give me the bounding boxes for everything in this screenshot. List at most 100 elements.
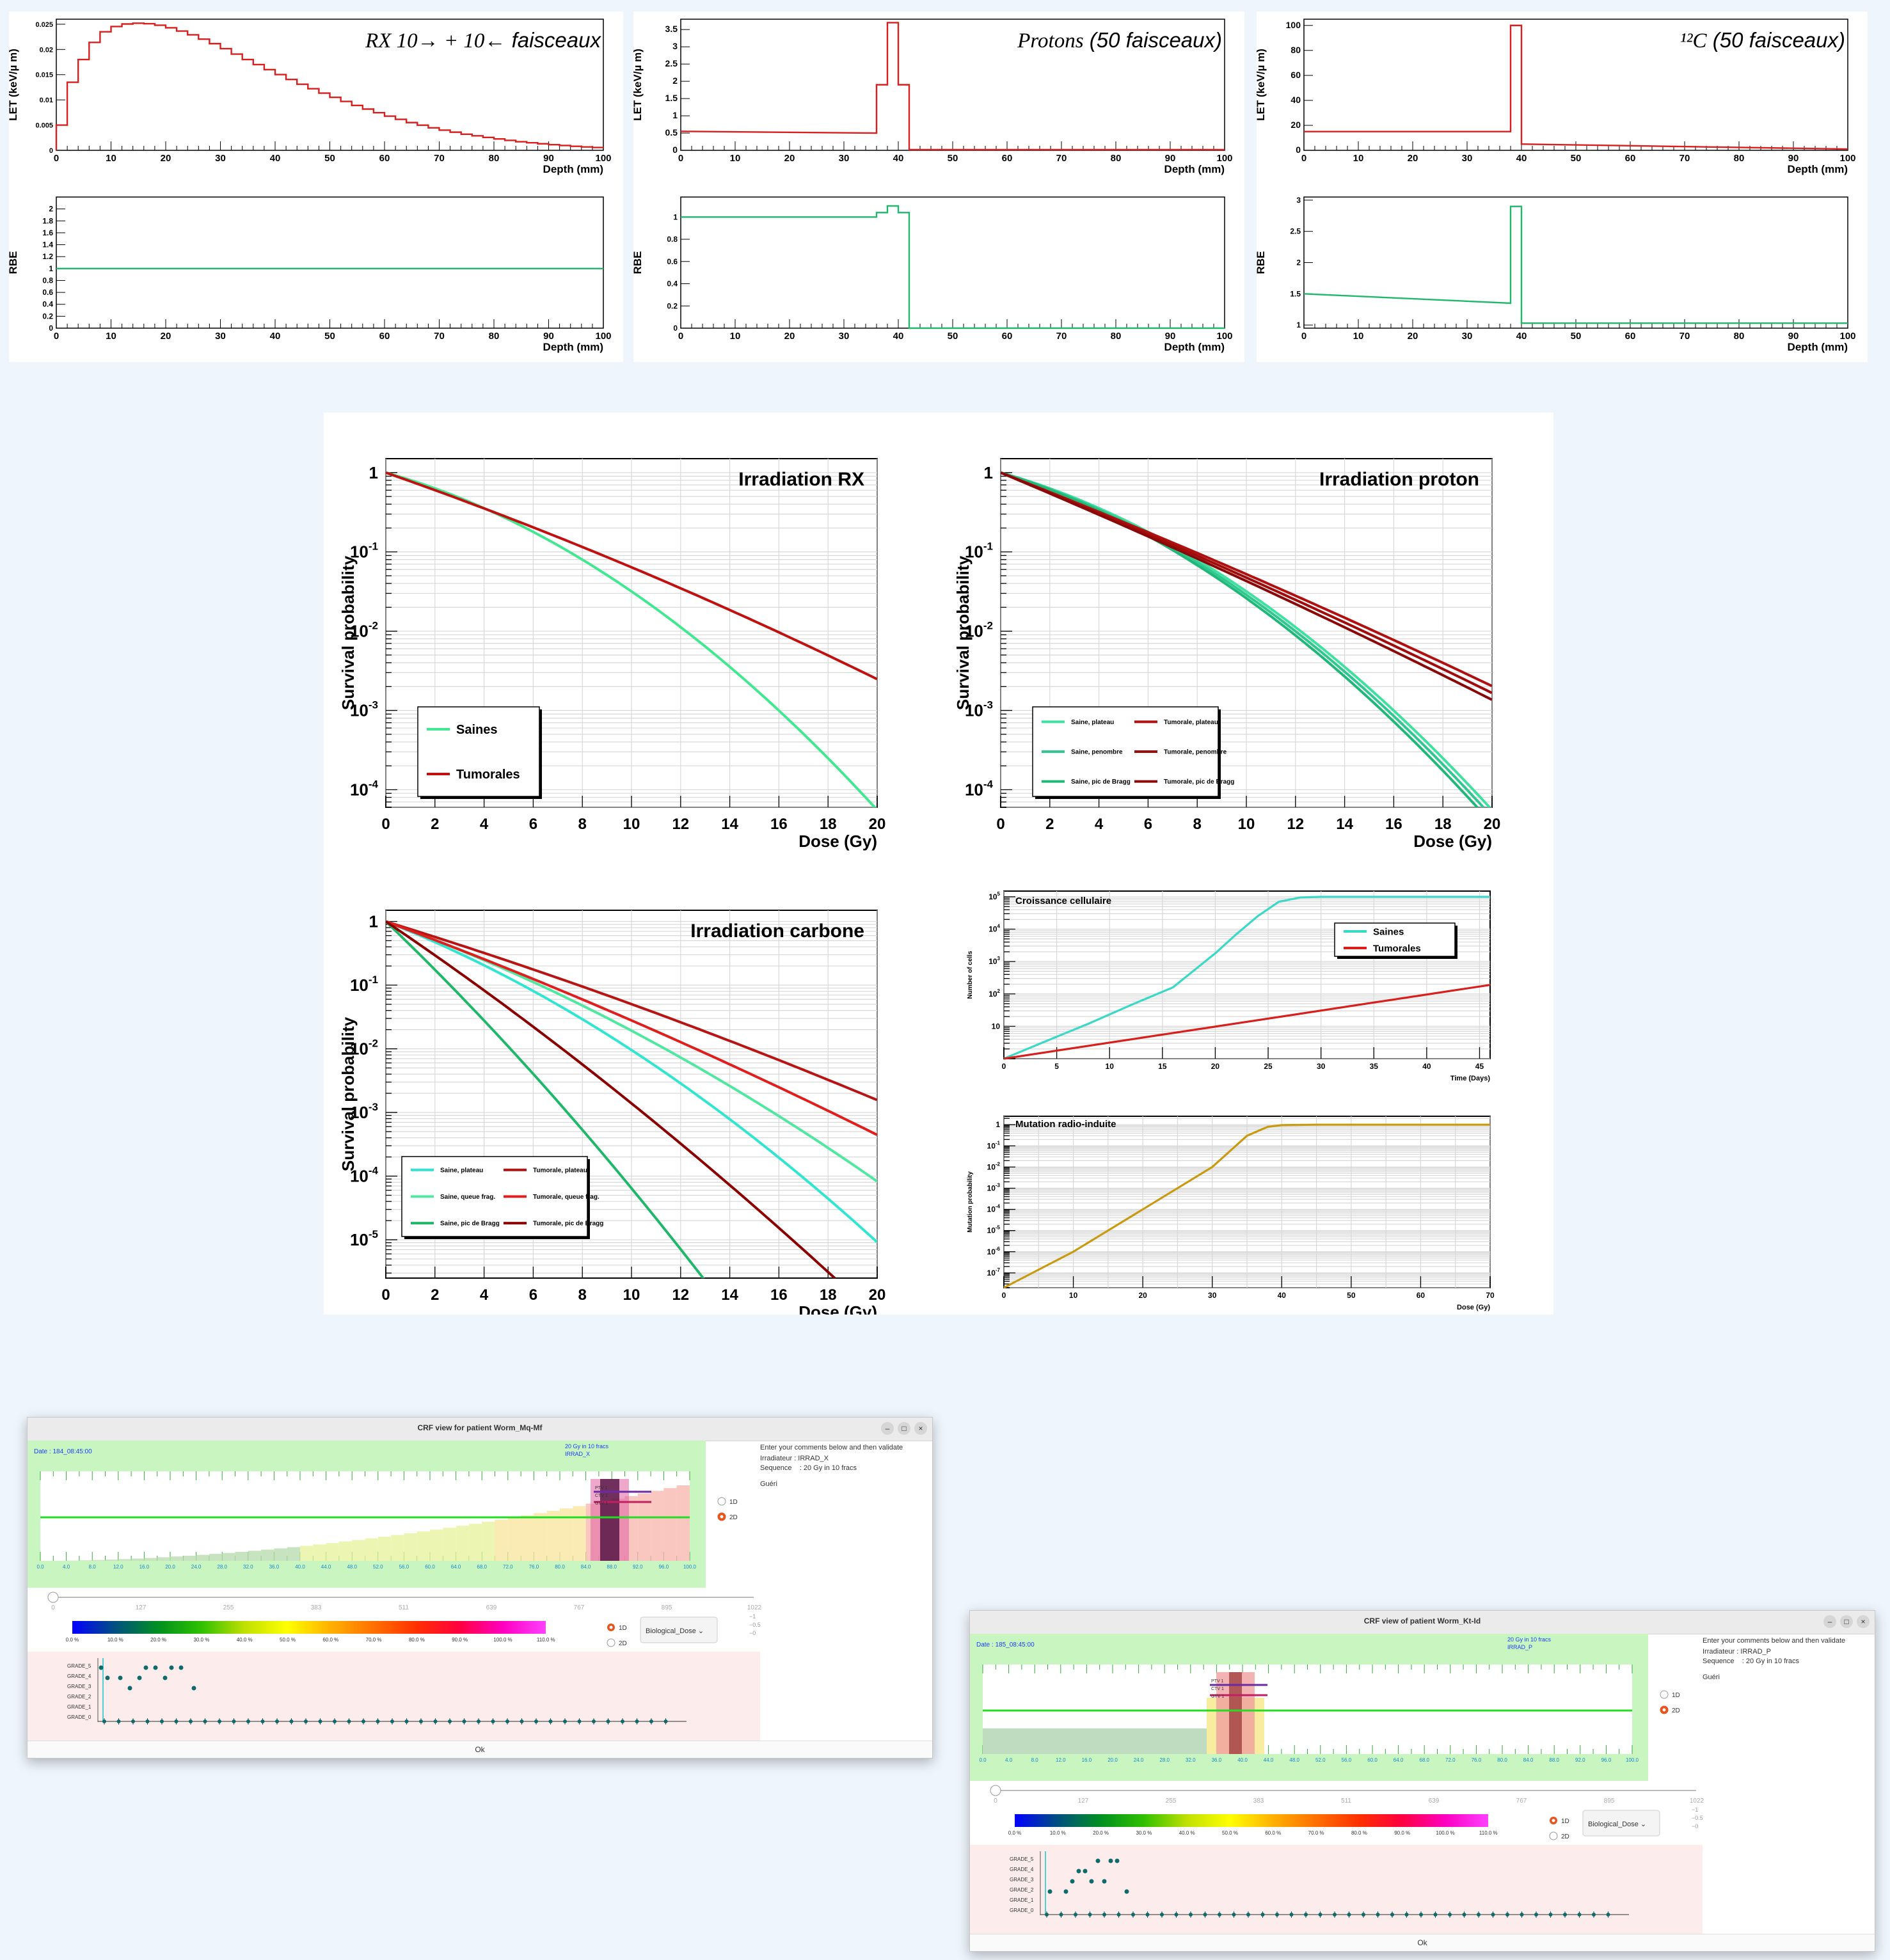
series-line [1003, 984, 1491, 1060]
x-tick-label: 2 [431, 1286, 439, 1304]
grade-point [477, 1719, 480, 1723]
colorbar-tick-label: 90.0 % [452, 1637, 468, 1643]
comment-field[interactable]: Guéri [760, 1480, 777, 1488]
x-tick-label: 20 [161, 153, 171, 164]
radio-1d-top[interactable] [717, 1497, 726, 1506]
y-tick-label: 1.2 [42, 252, 53, 261]
legend-label: Saine, pic de Bragg [1071, 778, 1131, 786]
dose-bar [170, 1556, 184, 1561]
x-tick-label: 16 [770, 1286, 788, 1304]
y-tick-exp: -7 [996, 1267, 1001, 1273]
grade-point [1083, 1869, 1088, 1874]
slider-handle[interactable] [990, 1785, 1001, 1796]
grade-point [1333, 1913, 1337, 1917]
y-tick-exp: -2 [369, 620, 378, 632]
ok-button[interactable]: Ok [475, 1745, 485, 1754]
comment-field[interactable]: Guéri [1703, 1673, 1720, 1681]
depth-tick-label: 12.0 [113, 1564, 123, 1570]
y-axis-label: Mutation probability [967, 1171, 974, 1233]
y-tick-base: 10 [989, 990, 997, 999]
ok-button[interactable]: Ok [1417, 1938, 1427, 1947]
y-tick-base: 10 [350, 1039, 369, 1059]
y-tick-label: 0.4 [667, 280, 678, 288]
dose-bar [209, 1554, 223, 1561]
y-axis-label: RBE [9, 251, 19, 274]
dose-bar [287, 1547, 300, 1561]
slider-tick-label: 1022 [747, 1604, 762, 1611]
close-button[interactable]: × [914, 1422, 927, 1435]
y-tick-label: 2.5 [665, 58, 678, 68]
grade-point [1505, 1913, 1509, 1917]
chart-title: RX 10→ + 10← faisceaux [365, 28, 601, 52]
dose-select[interactable] [1582, 1810, 1660, 1837]
grade-point [318, 1719, 322, 1723]
irradiator-text: Irradiateur : IRRAD_P [1703, 1648, 1771, 1656]
grade-point [563, 1719, 567, 1723]
x-tick-label: 60 [379, 331, 390, 342]
y-tick-label: 10-2 [350, 620, 378, 641]
grade-label: GRADE_1 [67, 1704, 91, 1710]
grade-point [606, 1719, 610, 1723]
maximize-button[interactable]: □ [1840, 1615, 1853, 1628]
y-axis-label: RBE [633, 251, 644, 274]
legend-label: Saine, plateau [1071, 719, 1114, 726]
grade-point [218, 1719, 221, 1723]
y-tick-label: 2.5 [1290, 227, 1301, 236]
x-tick-label: 10 [1238, 816, 1255, 833]
dose-bar [468, 1524, 482, 1561]
maximize-button[interactable]: □ [898, 1422, 910, 1435]
irrad-tag: IRRAD_P [1507, 1644, 1532, 1650]
let-chart-protons: 0 10 20 30 40 50 60 70 80 90 100 0 0.5 1 1.5 2 2.5 3 3.5 De… [631, 19, 1233, 175]
x-tick-label: 60 [1002, 331, 1013, 342]
colorbar-tick-label: 110.0 % [1479, 1830, 1498, 1836]
depth-tick-label: 8.0 [1031, 1757, 1039, 1763]
dose-select[interactable] [640, 1616, 718, 1643]
y-tick-base: 10 [350, 780, 369, 800]
dose-bar [105, 1560, 118, 1561]
grade-point [1246, 1913, 1250, 1917]
y-tick-label: 3.5 [665, 24, 678, 34]
dose-bar [534, 1513, 547, 1561]
grade-point [376, 1719, 380, 1723]
colorbar [1015, 1814, 1488, 1827]
x-tick-label: 0 [1301, 153, 1306, 164]
depth-tick-label: 16.0 [1082, 1757, 1092, 1763]
grade-point [304, 1719, 308, 1723]
colorbar-tick-label: 10.0 % [107, 1637, 123, 1643]
minimize-button[interactable]: – [881, 1422, 894, 1435]
depth-tick-label: 4.0 [63, 1564, 70, 1570]
grade-point [577, 1719, 582, 1723]
grade-point [1563, 1913, 1567, 1917]
radio-1d-top[interactable] [1660, 1690, 1669, 1699]
grade-point [361, 1719, 365, 1723]
radio-2d[interactable] [1549, 1831, 1558, 1840]
grade-label: GRADE_1 [1010, 1897, 1034, 1903]
x-tick-label: 10 [730, 331, 741, 342]
x-tick-label: 12 [1287, 816, 1304, 833]
dose-bar [313, 1544, 326, 1561]
minimize-button[interactable]: – [1823, 1615, 1836, 1628]
crf-view-2: Date : 185_08:45:00 20 Gy in 10 fracsIRRA… [970, 1634, 1704, 1934]
x-tick-label: 16 [1385, 816, 1402, 833]
depth-tick-label: 52.0 [1315, 1757, 1326, 1763]
depth-tick-label: 24.0 [191, 1564, 202, 1570]
y-tick-label: 2 [49, 205, 53, 214]
grade-point [419, 1719, 423, 1723]
y-tick-base: 10 [350, 622, 369, 641]
x-axis-label: Dose (Gy) [1413, 832, 1492, 851]
depth-tick-label: 28.0 [1159, 1757, 1170, 1763]
panel-protons-svg: 0 10 20 30 40 50 60 70 80 90 10000.511.522.533.5De… [631, 19, 1233, 353]
close-button[interactable]: × [1857, 1615, 1870, 1628]
x-tick-label: 90 [1165, 153, 1176, 164]
x-tick-label: 80 [1111, 153, 1122, 164]
colorbar-tick-label: 80.0 % [409, 1637, 425, 1643]
dose-bar [79, 1560, 93, 1561]
x-tick-label: 30 [1462, 153, 1473, 164]
grade-point [179, 1665, 184, 1670]
depth-tick-label: 80.0 [1497, 1757, 1507, 1763]
slider-handle[interactable] [47, 1592, 59, 1603]
legend-label: Tumorale, plateau [1164, 719, 1218, 726]
radio-2d[interactable] [607, 1638, 615, 1647]
depth-tick-label: 68.0 [1419, 1757, 1429, 1763]
grade-point [174, 1719, 179, 1723]
